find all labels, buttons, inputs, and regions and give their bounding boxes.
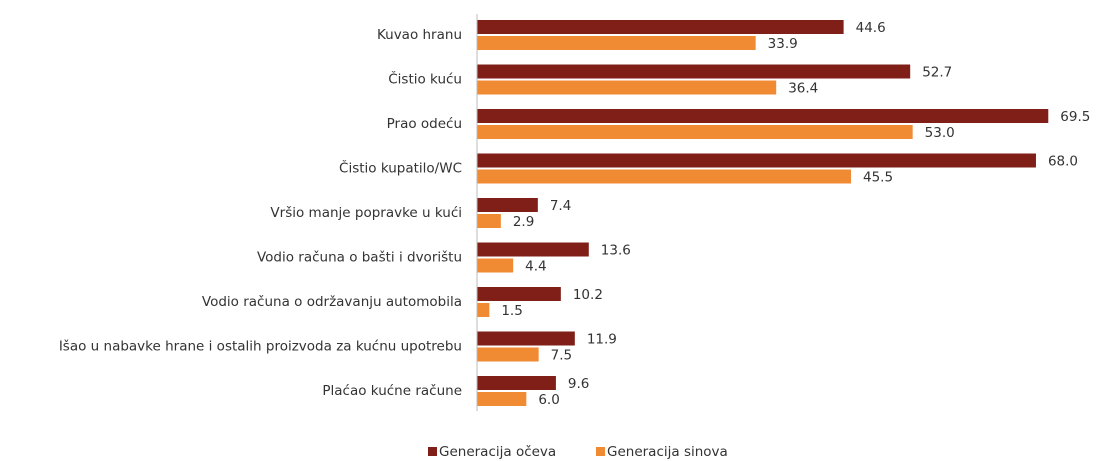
legend-label: Generacija očeva xyxy=(439,444,556,460)
value-label: 6.0 xyxy=(538,392,559,408)
bar xyxy=(477,214,501,228)
category-label: Čistio kuću xyxy=(388,70,462,88)
legend-swatch xyxy=(596,447,605,456)
bar xyxy=(477,287,561,301)
category-label: Vršio manje popravke u kući xyxy=(270,205,462,221)
category-label: Kuvao hranu xyxy=(377,27,462,43)
legend-swatch xyxy=(428,447,437,456)
category-label: Čistio kupatilo/WC xyxy=(339,159,462,177)
value-label: 10.2 xyxy=(573,287,603,303)
bar xyxy=(477,125,913,139)
category-label: Išao u nabavke hrane i ostalih proizvoda… xyxy=(59,339,462,355)
value-label: 2.9 xyxy=(513,214,534,230)
value-label: 13.6 xyxy=(601,243,631,259)
value-label: 4.4 xyxy=(525,259,546,275)
value-label: 45.5 xyxy=(863,170,893,186)
bar xyxy=(477,331,575,346)
category-label: Vodio računa o održavanju automobila xyxy=(202,294,462,310)
value-label: 36.4 xyxy=(788,81,818,97)
bar xyxy=(477,109,1049,123)
value-label: 7.4 xyxy=(550,198,571,214)
bar xyxy=(477,169,852,184)
bar xyxy=(477,80,777,95)
value-label: 69.5 xyxy=(1060,109,1090,125)
bar xyxy=(477,258,514,273)
bar xyxy=(477,303,490,317)
bar xyxy=(477,20,844,34)
bar xyxy=(477,153,1036,168)
bar xyxy=(477,347,539,362)
value-label: 9.6 xyxy=(568,376,589,392)
bar xyxy=(477,64,911,79)
value-label: 52.7 xyxy=(922,65,952,81)
category-label: Vodio računa o bašti i dvorištu xyxy=(257,250,462,266)
value-label: 44.6 xyxy=(856,20,886,36)
value-label: 7.5 xyxy=(551,348,572,364)
bar xyxy=(477,242,589,257)
category-label: Plaćao kućne račune xyxy=(322,383,462,399)
bar xyxy=(477,198,538,212)
value-label: 11.9 xyxy=(587,332,617,348)
value-label: 53.0 xyxy=(925,125,955,141)
category-label: Prao odeću xyxy=(387,116,462,132)
legend-label: Generacija sinova xyxy=(607,444,728,460)
bar xyxy=(477,376,556,390)
value-label: 68.0 xyxy=(1048,154,1078,170)
value-label: 1.5 xyxy=(501,303,522,319)
value-label: 33.9 xyxy=(768,36,798,52)
bar xyxy=(477,392,527,406)
bar xyxy=(477,36,756,50)
